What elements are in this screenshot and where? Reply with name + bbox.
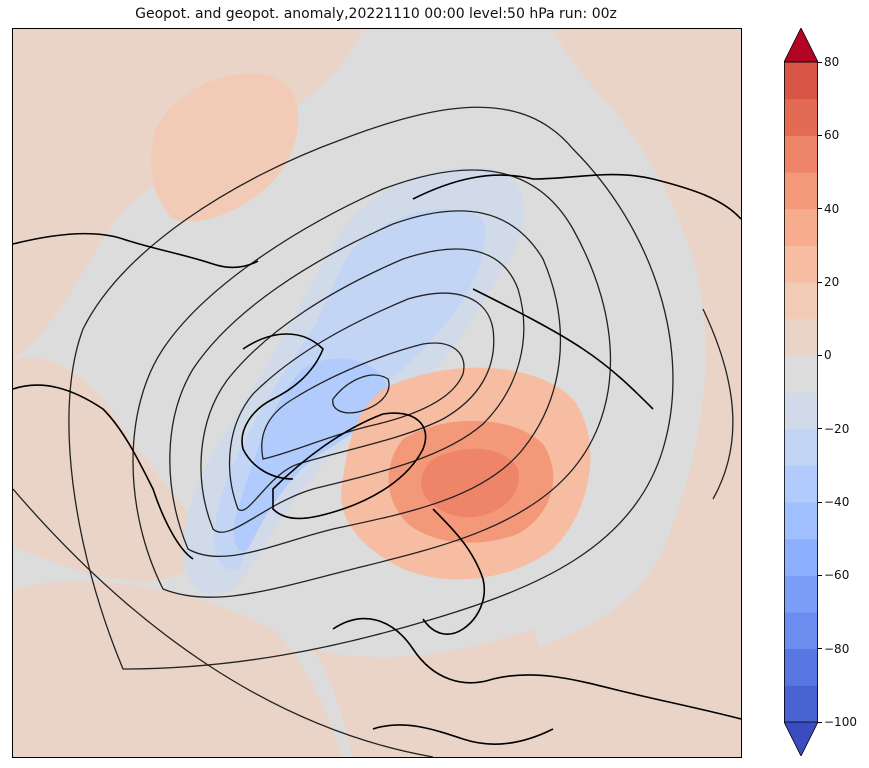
contour-line [169, 210, 562, 557]
map-title: Geopot. and geopot. anomaly,20221110 00:… [135, 6, 617, 22]
colorbar-tick-mark [818, 281, 822, 283]
colorbar-bin [784, 648, 818, 686]
contour-line [13, 488, 434, 757]
colorbar-bin [784, 318, 818, 356]
positive-anomaly-area-south [13, 581, 343, 757]
contour-line [132, 169, 612, 598]
colorbar-tick-mark [818, 134, 822, 136]
colorbar-tick-label: −60 [824, 568, 850, 583]
contour-line [200, 248, 525, 533]
positive-anomaly-area-russia [313, 629, 541, 757]
colorbar-tick-mark [818, 428, 822, 430]
positive-anomaly-area-east [433, 29, 741, 757]
colorbar-tick-mark [818, 208, 822, 210]
contour-line [261, 342, 465, 460]
colorbar-bin [784, 612, 818, 650]
coastline-siberia [412, 173, 741, 220]
anomaly-map [13, 29, 741, 757]
coastline-canadian-archipelago [241, 333, 324, 480]
coastline-canada-west [13, 384, 194, 560]
colorbar-tick-mark [818, 721, 822, 723]
colorbar-tick-label: −40 [824, 495, 850, 509]
colorbar-bin [784, 355, 818, 393]
colorbar-tick-label: 40 [824, 201, 840, 216]
colorbar [784, 28, 818, 756]
colorbar-bin [784, 428, 818, 466]
map-panel [12, 28, 742, 758]
colorbar-bin [784, 208, 818, 246]
colorbar-bin [784, 245, 818, 283]
colorbar-bin [784, 502, 818, 540]
colorbar-tick-mark [818, 61, 822, 63]
coastline-greenland [272, 412, 427, 520]
contour-line [68, 106, 674, 670]
coastline-europe [332, 617, 741, 720]
coastline-russia-north [472, 288, 654, 410]
colorbar-tick-mark [818, 648, 822, 650]
colorbar-bin [784, 392, 818, 430]
colorbar-tick-label: −80 [824, 641, 850, 656]
coastline-alaska [13, 232, 259, 269]
colorbar-tick-label: 0 [824, 348, 832, 363]
colorbar-tick-label: 20 [824, 275, 840, 289]
colorbar-bin [784, 172, 818, 210]
colorbar-extend-min [784, 721, 818, 756]
colorbar-tick-mark [818, 354, 822, 356]
colorbar-bin [784, 465, 818, 503]
colorbar-bin [784, 282, 818, 320]
contour-line [332, 374, 390, 414]
colorbar-tick-label: 60 [824, 128, 840, 143]
contour-line [229, 292, 495, 512]
colorbar-tick-label: −100 [824, 715, 857, 729]
colorbar-bin [784, 62, 818, 100]
coastlines [13, 173, 741, 745]
colorbar-tick-label: −20 [824, 421, 850, 436]
colorbar-bin [784, 575, 818, 613]
colorbar-outline [784, 61, 818, 723]
contour-line [702, 308, 734, 500]
colorbar-bin [784, 685, 818, 723]
geopotential-contours [13, 106, 734, 757]
colorbar-tick-mark [818, 574, 822, 576]
colorbar-tick-mark [818, 501, 822, 503]
positive-anomaly-core-pacific [151, 73, 299, 222]
colorbar-bin [784, 98, 818, 136]
coastline-mediterranean [372, 724, 554, 745]
positive-anomaly-area-west [13, 357, 213, 582]
colorbar-tick-label: 80 [824, 55, 840, 69]
coastline-scandinavia [422, 508, 485, 635]
colorbar-bin [784, 538, 818, 576]
colorbar-extend-max [784, 28, 818, 63]
colorbar-bin [784, 135, 818, 173]
